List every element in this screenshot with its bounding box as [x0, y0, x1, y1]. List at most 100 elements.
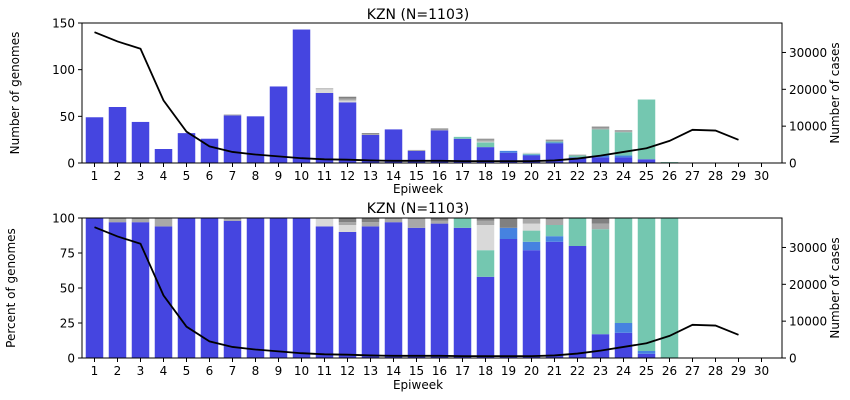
bar-blue-week-23: [591, 334, 610, 358]
bar-grey_dark-week-21: [545, 139, 564, 141]
bar-blue-week-10: [292, 218, 311, 358]
x-tick-label: 28: [708, 169, 723, 183]
bar-blue-week-24: [614, 157, 633, 163]
bar-blue-week-16: [430, 223, 449, 358]
bar-blue-week-5: [177, 218, 196, 358]
x-tick-label: 28: [708, 364, 723, 378]
bar-grey_mid-week-14: [384, 218, 403, 223]
x-tick-label: 11: [317, 364, 332, 378]
x-tick-label: 23: [593, 364, 608, 378]
bar-blue-week-12: [338, 102, 357, 163]
bar-teal-week-24: [614, 218, 633, 323]
bar-grey_dark-week-12: [338, 218, 357, 223]
x-tick-label: 30: [754, 364, 769, 378]
x-tick-label: 9: [275, 169, 283, 183]
x-tick-label: 13: [363, 169, 378, 183]
bar-grey_dark-week-13: [361, 133, 380, 135]
bar-teal-week-26: [660, 218, 679, 358]
y2-tick-label: 30000: [789, 46, 827, 60]
bar-grey_light-week-12: [338, 225, 357, 232]
bar-blue_light-week-20: [522, 154, 541, 156]
bar-blue-week-12: [338, 232, 357, 358]
x-tick-label: 16: [432, 364, 447, 378]
x-tick-label: 12: [340, 169, 355, 183]
x-tick-label: 24: [616, 364, 631, 378]
bar-grey_mid-week-11: [315, 88, 334, 90]
bar-grey_dark-week-12: [338, 96, 357, 99]
x-tick-label: 6: [206, 364, 214, 378]
x-tick-label: 20: [524, 169, 539, 183]
bar-blue_light-week-19: [499, 150, 518, 153]
x-tick-label: 23: [593, 169, 608, 183]
panel-bottom-xlabel: Epiweek: [393, 378, 443, 392]
bar-grey_mid-week-22: [568, 154, 587, 156]
x-tick-label: 14: [386, 169, 401, 183]
bar-grey_dark-week-16: [430, 128, 449, 130]
x-tick-label: 4: [160, 364, 168, 378]
bar-blue-week-21: [545, 241, 564, 358]
x-tick-label: 7: [229, 169, 237, 183]
bar-teal-week-25: [637, 99, 656, 160]
x-tick-label: 13: [363, 364, 378, 378]
x-tick-label: 9: [275, 364, 283, 378]
bar-blue-week-14: [384, 222, 403, 358]
bar-blue-week-21: [545, 143, 564, 163]
bar-blue-week-14: [384, 129, 403, 163]
bar-blue-week-1: [85, 117, 104, 163]
x-tick-label: 12: [340, 364, 355, 378]
x-tick-label: 15: [409, 169, 424, 183]
bar-grey_mid-week-2: [108, 218, 127, 223]
bar-grey_mid-week-13: [361, 222, 380, 227]
y-tick-label: 100: [52, 63, 75, 77]
panel-top-cases-line: [94, 31, 739, 163]
bar-blue-week-6: [200, 218, 219, 358]
bar-blue-week-25: [637, 159, 656, 163]
bar-grey_light-week-12: [338, 100, 357, 103]
y-tick-label: 0: [67, 352, 75, 366]
bar-grey_light-week-18: [476, 225, 495, 251]
bar-blue-week-19: [499, 152, 518, 163]
panel-bottom-y-axis: 0 25 50 75 100: [52, 212, 82, 366]
panel-bottom-cases-line: [94, 226, 739, 358]
bar-blue-week-18: [476, 276, 495, 358]
x-tick-label: 29: [731, 364, 746, 378]
y-tick-label: 25: [60, 317, 75, 331]
bar-teal-week-24: [614, 132, 633, 156]
bar-blue-week-1: [85, 218, 104, 358]
bar-grey_mid-week-12: [338, 98, 357, 101]
x-tick-label: 10: [294, 169, 309, 183]
x-tick-label: 17: [455, 169, 470, 183]
x-tick-label: 11: [317, 169, 332, 183]
panel-bottom-x-axis: 1 2 3 4 5 6 7 8 9 10 11 12 13 14 15 16 17 18 19 20 21 22 23 24 2…: [91, 358, 769, 378]
bar-blue_light-week-24: [614, 155, 633, 158]
bar-blue-week-15: [407, 227, 426, 358]
bar-blue-week-22: [568, 157, 587, 163]
bar-blue-week-10: [292, 29, 311, 164]
x-tick-label: 18: [478, 169, 493, 183]
bar-teal-week-23: [591, 129, 610, 156]
bar-blue-week-17: [453, 138, 472, 163]
bar-grey_light-week-11: [315, 89, 334, 93]
bar-grey_dark-week-23: [591, 218, 610, 224]
panel-top-y2-axis: 0 10000 20000 30000: [782, 46, 827, 171]
bar-grey_dark-week-18: [476, 218, 495, 221]
panel-bottom-y2-axis: 0 10000 20000 30000: [782, 241, 827, 366]
bar-blue-week-24: [614, 332, 633, 358]
bar-grey_mid-week-24: [614, 131, 633, 133]
y-tick-label: 75: [60, 247, 75, 261]
x-tick-label: 15: [409, 364, 424, 378]
bar-teal-week-17: [453, 136, 472, 139]
x-tick-label: 2: [114, 364, 122, 378]
bar-grey_mid-week-21: [545, 140, 564, 142]
bar-teal-week-20: [522, 230, 541, 242]
bar-grey_mid-week-23: [591, 127, 610, 130]
bar-grey_mid-week-23: [591, 223, 610, 230]
bar-blue-week-6: [200, 138, 219, 163]
bar-grey_mid-week-7: [223, 114, 242, 116]
cases-line: [94, 226, 739, 358]
x-tick-label: 1: [91, 169, 99, 183]
bar-blue-week-17: [453, 227, 472, 358]
panel-top-bars: [85, 29, 679, 164]
bar-grey_mid-week-16: [430, 220, 449, 224]
